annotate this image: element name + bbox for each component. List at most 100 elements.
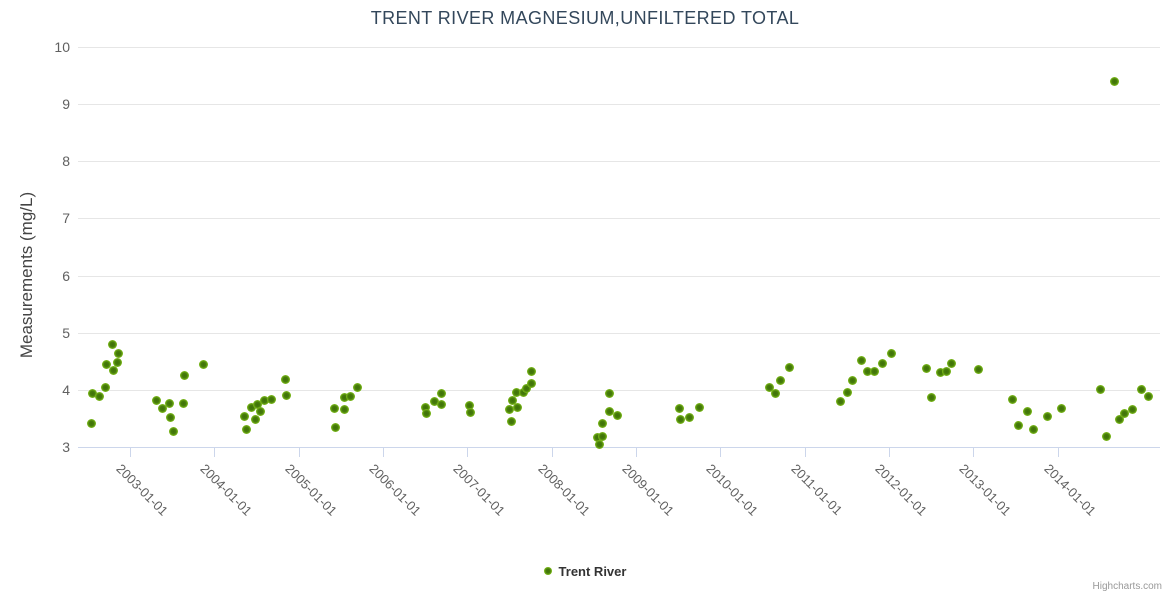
- data-point[interactable]: [429, 397, 439, 407]
- data-point[interactable]: [339, 405, 349, 415]
- data-point[interactable]: [593, 433, 603, 443]
- data-point[interactable]: [1128, 405, 1138, 415]
- data-point[interactable]: [507, 417, 517, 427]
- data-point[interactable]: [869, 366, 879, 376]
- data-point[interactable]: [1110, 76, 1120, 86]
- legend-item-trent-river[interactable]: Trent River: [0, 562, 1170, 580]
- highcharts-credits-link[interactable]: Highcharts.com: [1092, 581, 1162, 592]
- data-point[interactable]: [836, 397, 846, 407]
- data-point[interactable]: [108, 365, 118, 375]
- data-point[interactable]: [1143, 392, 1153, 402]
- data-point[interactable]: [775, 376, 785, 386]
- data-point[interactable]: [764, 383, 774, 393]
- y-axis-label: 4: [62, 381, 70, 398]
- y-gridline: [78, 275, 1160, 277]
- data-point[interactable]: [114, 348, 124, 358]
- data-point[interactable]: [887, 349, 897, 359]
- data-point[interactable]: [108, 340, 118, 350]
- data-point[interactable]: [345, 392, 355, 402]
- y-axis-label: 5: [62, 324, 70, 341]
- data-point[interactable]: [198, 360, 208, 370]
- data-point[interactable]: [94, 392, 104, 402]
- data-point[interactable]: [512, 387, 522, 397]
- data-point[interactable]: [421, 403, 431, 413]
- data-point[interactable]: [112, 357, 122, 367]
- data-point[interactable]: [256, 406, 266, 416]
- data-point[interactable]: [675, 414, 685, 424]
- data-point[interactable]: [169, 426, 179, 436]
- data-point[interactable]: [527, 367, 537, 377]
- data-point[interactable]: [1101, 432, 1111, 442]
- data-point[interactable]: [848, 376, 857, 386]
- data-point[interactable]: [240, 412, 250, 422]
- data-point[interactable]: [281, 390, 291, 400]
- y-axis-label: 6: [62, 267, 70, 284]
- data-point[interactable]: [612, 410, 622, 420]
- data-point[interactable]: [526, 378, 536, 388]
- data-point[interactable]: [180, 370, 190, 380]
- data-point[interactable]: [1014, 421, 1024, 431]
- data-point[interactable]: [878, 358, 888, 368]
- data-point[interactable]: [241, 425, 251, 435]
- data-point[interactable]: [101, 383, 111, 393]
- data-point[interactable]: [684, 413, 694, 423]
- data-point[interactable]: [505, 405, 515, 415]
- data-point[interactable]: [340, 393, 350, 403]
- data-point[interactable]: [152, 396, 162, 406]
- data-point[interactable]: [352, 382, 362, 392]
- data-point[interactable]: [1007, 394, 1017, 404]
- data-point[interactable]: [252, 400, 262, 410]
- data-point[interactable]: [946, 358, 956, 368]
- data-point[interactable]: [935, 368, 945, 378]
- data-point[interactable]: [842, 387, 852, 397]
- data-point[interactable]: [675, 404, 685, 414]
- data-point[interactable]: [1095, 385, 1105, 395]
- data-point[interactable]: [1120, 409, 1130, 419]
- data-point[interactable]: [695, 403, 705, 413]
- data-point[interactable]: [246, 402, 256, 412]
- data-point[interactable]: [101, 360, 111, 370]
- data-point[interactable]: [436, 389, 446, 399]
- data-point[interactable]: [1136, 385, 1146, 395]
- x-axis-tick: [551, 447, 553, 457]
- data-point[interactable]: [941, 367, 951, 377]
- data-point[interactable]: [437, 399, 447, 409]
- data-point[interactable]: [86, 419, 96, 429]
- data-point[interactable]: [1115, 414, 1125, 424]
- data-point[interactable]: [519, 388, 529, 398]
- data-point[interactable]: [422, 409, 432, 419]
- data-point[interactable]: [857, 356, 867, 366]
- data-point[interactable]: [1029, 425, 1039, 435]
- data-point[interactable]: [598, 432, 608, 442]
- data-point[interactable]: [331, 422, 341, 432]
- data-point[interactable]: [927, 393, 937, 403]
- y-axis-label: 9: [62, 96, 70, 113]
- data-point[interactable]: [784, 363, 794, 373]
- data-point[interactable]: [465, 401, 475, 411]
- data-point[interactable]: [178, 398, 188, 408]
- data-point[interactable]: [597, 418, 607, 428]
- data-point[interactable]: [770, 389, 780, 399]
- data-point[interactable]: [465, 408, 475, 418]
- data-point[interactable]: [604, 389, 614, 399]
- data-point[interactable]: [166, 413, 176, 423]
- data-point[interactable]: [595, 439, 605, 449]
- data-point[interactable]: [260, 396, 270, 406]
- data-point[interactable]: [280, 374, 290, 384]
- data-point[interactable]: [512, 402, 522, 412]
- data-point[interactable]: [250, 414, 260, 424]
- data-point[interactable]: [88, 389, 98, 399]
- data-point[interactable]: [1042, 411, 1052, 421]
- data-point[interactable]: [862, 366, 872, 376]
- data-point[interactable]: [1057, 404, 1067, 414]
- data-point[interactable]: [605, 406, 615, 416]
- data-point[interactable]: [1023, 406, 1033, 416]
- data-point[interactable]: [158, 404, 168, 414]
- data-point[interactable]: [165, 398, 175, 408]
- data-point[interactable]: [921, 364, 931, 374]
- data-point[interactable]: [973, 365, 983, 375]
- data-point[interactable]: [267, 394, 277, 404]
- data-point[interactable]: [330, 404, 340, 414]
- data-point[interactable]: [508, 395, 518, 405]
- data-point[interactable]: [521, 384, 531, 394]
